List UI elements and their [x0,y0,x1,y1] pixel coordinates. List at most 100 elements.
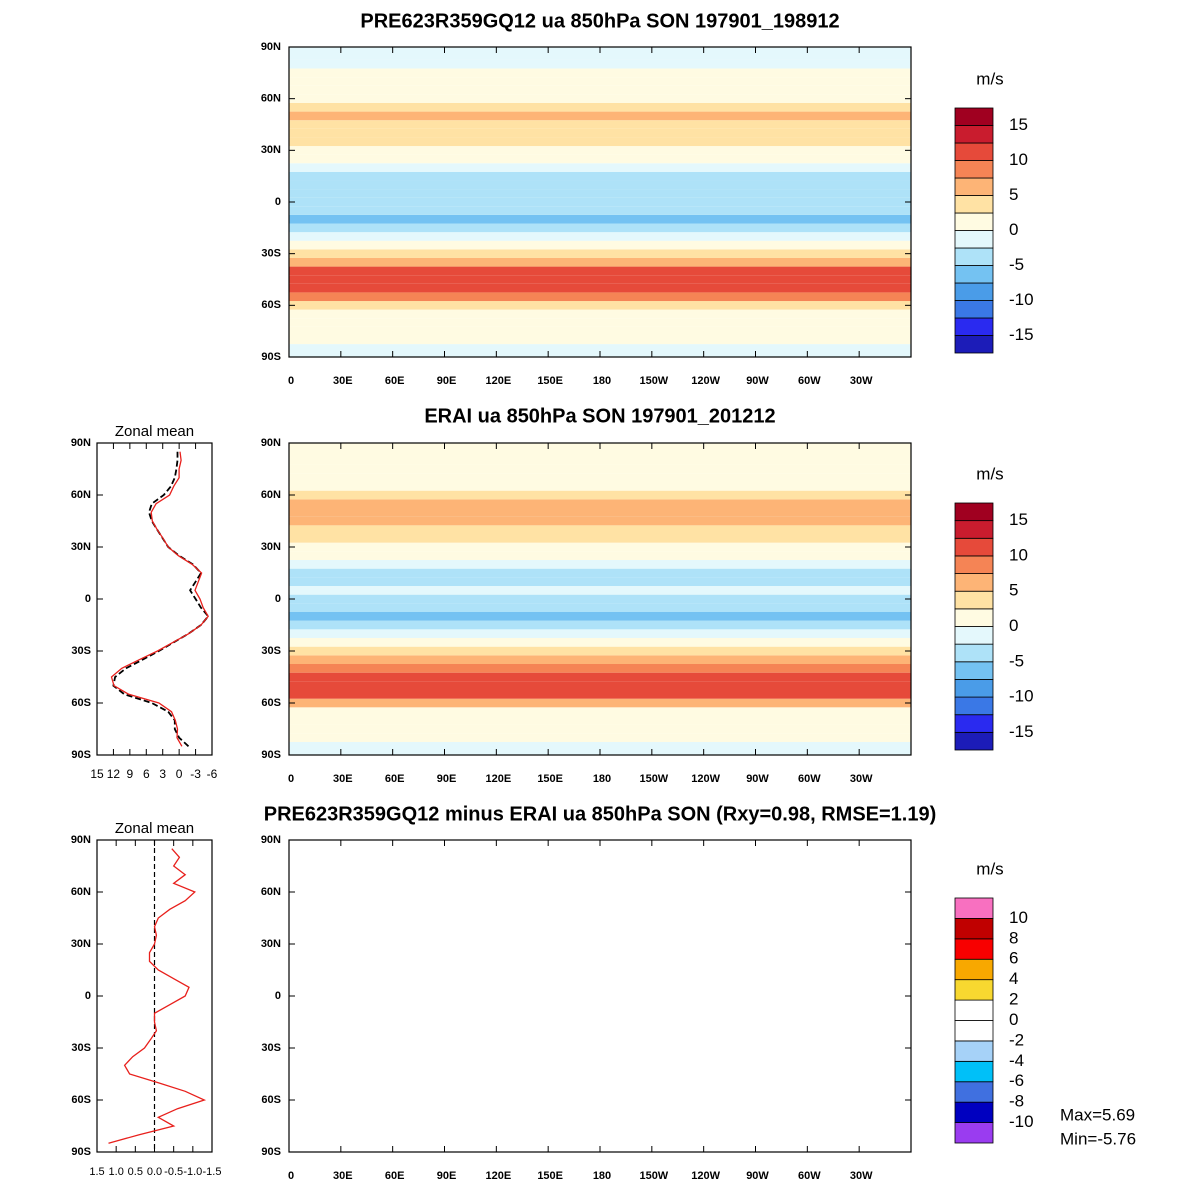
x-tick-label: 30W [850,1170,873,1182]
field-band [289,68,911,78]
field-band [289,171,911,181]
x-tick-label: 90W [746,375,769,387]
colorbar-label: 0 [1009,1010,1018,1029]
x-tick-label: 30W [850,773,873,785]
field-band [289,620,911,630]
field-band [289,974,911,983]
colorbar-box [954,661,994,680]
field-band [289,1061,911,1070]
x-tick-label: 180 [593,1170,611,1182]
colorbar-label: 6 [1009,949,1018,968]
colorbar-box [954,107,994,126]
colorbar-box [954,1020,994,1042]
y-tick-label: 90S [71,1146,91,1158]
colorbar-box [954,230,994,249]
field-band [289,85,911,95]
field-band [289,957,911,966]
colorbar-label: 5 [1009,185,1018,204]
field-band [289,948,911,957]
colorbar-box [954,212,994,231]
x-tick-label: 60W [798,773,821,785]
colorbar-label: -10 [1009,1112,1034,1131]
field-band [289,629,911,638]
field-band [289,939,911,949]
colorbar-label: -4 [1009,1051,1024,1070]
y-tick-label: 0 [85,593,91,605]
colorbar-box [954,282,994,301]
colorbar-label: 0 [1009,220,1018,239]
field-band [289,275,911,284]
y-tick-label: 30S [71,645,91,657]
field-band [289,516,911,526]
field-band [289,853,911,862]
field-band [289,257,911,267]
colorbar-box [954,573,994,592]
field-band [289,197,911,207]
field-band [289,473,911,482]
y-tick-label: 30S [71,1042,91,1054]
field-band [289,189,911,198]
colorbar-box [954,520,994,539]
field-band [289,326,911,336]
y-tick-label: 60S [261,299,281,311]
y-tick-label: 90N [261,834,281,846]
field-band [289,1035,911,1044]
colorbar-label: -10 [1009,687,1034,706]
x-tick-label: 30W [850,375,873,387]
x-tick-label: 1.5 [89,1166,104,1178]
y-tick-label: 60N [71,886,91,898]
field-band [289,240,911,250]
x-tick-label: -3 [190,767,201,781]
colorbar-label: 8 [1009,928,1018,947]
x-tick-label: -1.5 [203,1166,222,1178]
x-tick-label: 30E [333,1170,353,1182]
zonal-mean-line [110,451,209,747]
colorbar-label: 10 [1009,150,1028,169]
field-band [289,146,911,155]
colorbar-label: -15 [1009,325,1034,344]
y-tick-label: 30N [261,938,281,950]
x-tick-label: 90E [437,773,457,785]
y-tick-label: 30S [261,645,281,657]
field-band [289,896,911,905]
colorbar-box [954,247,994,266]
field-band [289,983,911,992]
field-band [289,1009,911,1018]
x-tick-label: 0 [288,375,294,387]
colorbar-box [954,335,994,354]
y-tick-label: 90S [261,749,281,761]
field-band [289,1026,911,1035]
x-tick-label: 12 [107,767,121,781]
x-tick-label: 6 [143,767,150,781]
field-band [289,102,911,112]
chart-title: ERAI ua 850hPa SON 197901_201212 [424,405,775,427]
field-band [289,94,911,103]
min-label: Min=-5.76 [1060,1129,1136,1148]
field-band [289,594,911,604]
field-band [289,698,911,708]
y-tick-label: 30N [71,541,91,553]
colorbar-units: m/s [976,859,1003,878]
y-tick-label: 30N [71,938,91,950]
field-band [289,1052,911,1061]
chart-title: PRE623R359GQ12 ua 850hPa SON 197901_1989… [360,10,839,32]
y-tick-label: 60N [261,93,281,105]
colorbar-label: 15 [1009,115,1028,134]
field-band [289,690,911,699]
colorbar-label: -5 [1009,651,1024,670]
colorbar-box [954,1040,994,1062]
y-tick-label: 90S [261,1146,281,1158]
field-band [289,508,911,517]
field-band [289,905,911,914]
field-band [289,664,911,673]
field-band [289,1000,911,1009]
panel-title: Zonal mean [115,820,194,837]
field-band [289,232,911,241]
x-tick-label: 60W [798,375,821,387]
y-tick-label: 90N [261,437,281,449]
colorbar-label: 0 [1009,616,1018,635]
x-tick-label: 60E [385,773,405,785]
x-tick-label: 1.0 [109,1166,124,1178]
field-band [289,586,911,595]
